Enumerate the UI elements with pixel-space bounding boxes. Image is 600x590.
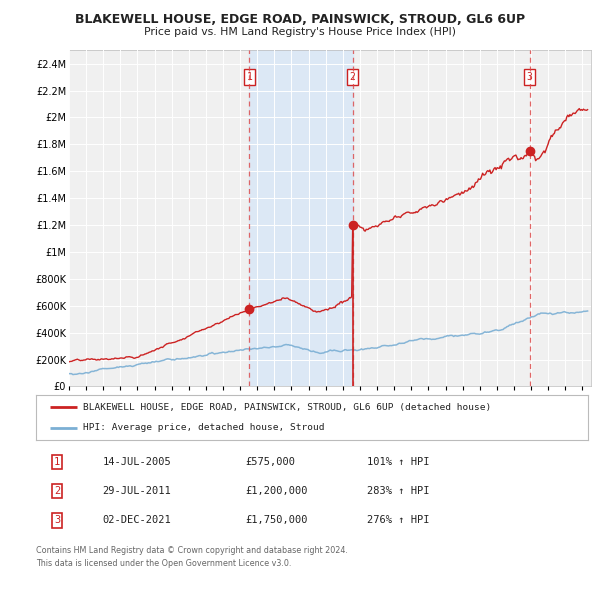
Text: 3: 3 — [527, 72, 533, 82]
Text: BLAKEWELL HOUSE, EDGE ROAD, PAINSWICK, STROUD, GL6 6UP: BLAKEWELL HOUSE, EDGE ROAD, PAINSWICK, S… — [75, 13, 525, 26]
Text: 14-JUL-2005: 14-JUL-2005 — [102, 457, 171, 467]
Bar — [250, 50, 353, 386]
Text: Price paid vs. HM Land Registry's House Price Index (HPI): Price paid vs. HM Land Registry's House … — [144, 27, 456, 37]
Text: HPI: Average price, detached house, Stroud: HPI: Average price, detached house, Stro… — [83, 423, 325, 432]
Text: Contains HM Land Registry data © Crown copyright and database right 2024.: Contains HM Land Registry data © Crown c… — [36, 546, 348, 555]
Text: 101% ↑ HPI: 101% ↑ HPI — [367, 457, 430, 467]
Text: 3: 3 — [54, 516, 60, 525]
Text: £575,000: £575,000 — [246, 457, 296, 467]
Text: 283% ↑ HPI: 283% ↑ HPI — [367, 486, 430, 496]
Text: 276% ↑ HPI: 276% ↑ HPI — [367, 516, 430, 525]
Text: 2: 2 — [54, 486, 60, 496]
Text: BLAKEWELL HOUSE, EDGE ROAD, PAINSWICK, STROUD, GL6 6UP (detached house): BLAKEWELL HOUSE, EDGE ROAD, PAINSWICK, S… — [83, 403, 491, 412]
Text: £1,200,000: £1,200,000 — [246, 486, 308, 496]
Text: 29-JUL-2011: 29-JUL-2011 — [102, 486, 171, 496]
Text: £1,750,000: £1,750,000 — [246, 516, 308, 525]
Text: 1: 1 — [247, 72, 253, 82]
Text: 2: 2 — [350, 72, 356, 82]
Text: 02-DEC-2021: 02-DEC-2021 — [102, 516, 171, 525]
Text: This data is licensed under the Open Government Licence v3.0.: This data is licensed under the Open Gov… — [36, 559, 292, 568]
Text: 1: 1 — [54, 457, 60, 467]
